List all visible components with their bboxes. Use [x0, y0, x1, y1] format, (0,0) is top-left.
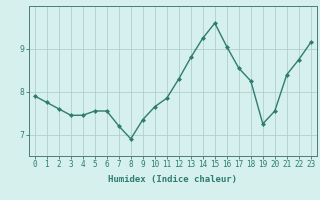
X-axis label: Humidex (Indice chaleur): Humidex (Indice chaleur): [108, 175, 237, 184]
